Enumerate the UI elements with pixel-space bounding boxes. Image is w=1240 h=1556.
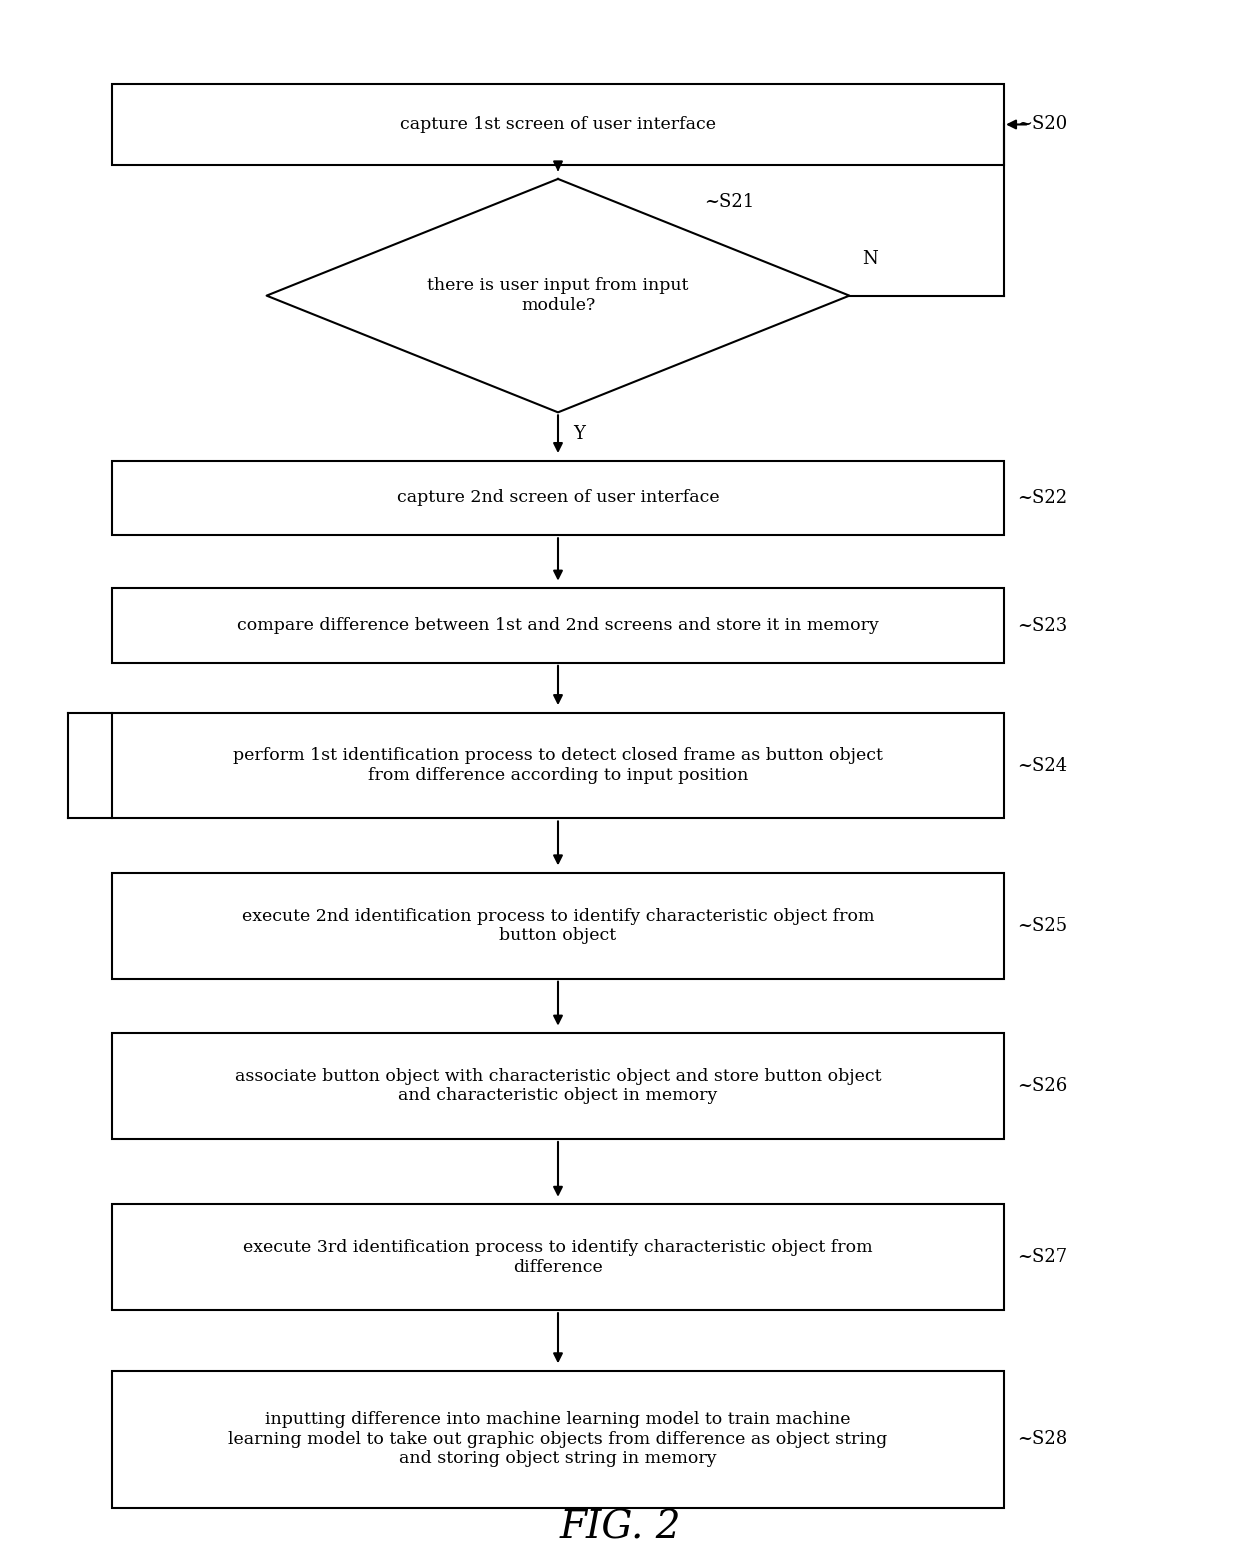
FancyBboxPatch shape [112, 1033, 1004, 1139]
Text: execute 2nd identification process to identify characteristic object from
button: execute 2nd identification process to id… [242, 907, 874, 944]
FancyBboxPatch shape [112, 713, 1004, 818]
FancyBboxPatch shape [112, 1371, 1004, 1508]
Text: there is user input from input
module?: there is user input from input module? [428, 277, 688, 314]
FancyBboxPatch shape [112, 461, 1004, 535]
Text: ~S24: ~S24 [1017, 756, 1066, 775]
FancyBboxPatch shape [112, 84, 1004, 165]
Text: ~S22: ~S22 [1017, 489, 1066, 507]
Text: N: N [862, 249, 878, 268]
Text: associate button object with characteristic object and store button object
and c: associate button object with characteris… [234, 1067, 882, 1105]
Text: ~S20: ~S20 [1017, 115, 1068, 134]
Text: ~S28: ~S28 [1017, 1430, 1068, 1449]
Text: FIG. 2: FIG. 2 [559, 1509, 681, 1547]
Text: compare difference between 1st and 2nd screens and store it in memory: compare difference between 1st and 2nd s… [237, 618, 879, 633]
Text: ~S26: ~S26 [1017, 1077, 1068, 1095]
Text: ~S21: ~S21 [704, 193, 754, 212]
Text: ~S25: ~S25 [1017, 916, 1066, 935]
FancyBboxPatch shape [112, 873, 1004, 979]
Text: inputting difference into machine learning model to train machine
learning model: inputting difference into machine learni… [228, 1411, 888, 1467]
Text: capture 2nd screen of user interface: capture 2nd screen of user interface [397, 490, 719, 506]
Text: perform 1st identification process to detect closed frame as button object
from : perform 1st identification process to de… [233, 747, 883, 784]
Text: ~S23: ~S23 [1017, 616, 1068, 635]
Text: ~S27: ~S27 [1017, 1248, 1066, 1267]
Text: execute 3rd identification process to identify characteristic object from
differ: execute 3rd identification process to id… [243, 1239, 873, 1276]
FancyBboxPatch shape [112, 1204, 1004, 1310]
Text: capture 1st screen of user interface: capture 1st screen of user interface [401, 117, 715, 132]
FancyBboxPatch shape [112, 588, 1004, 663]
Text: Y: Y [573, 425, 585, 443]
